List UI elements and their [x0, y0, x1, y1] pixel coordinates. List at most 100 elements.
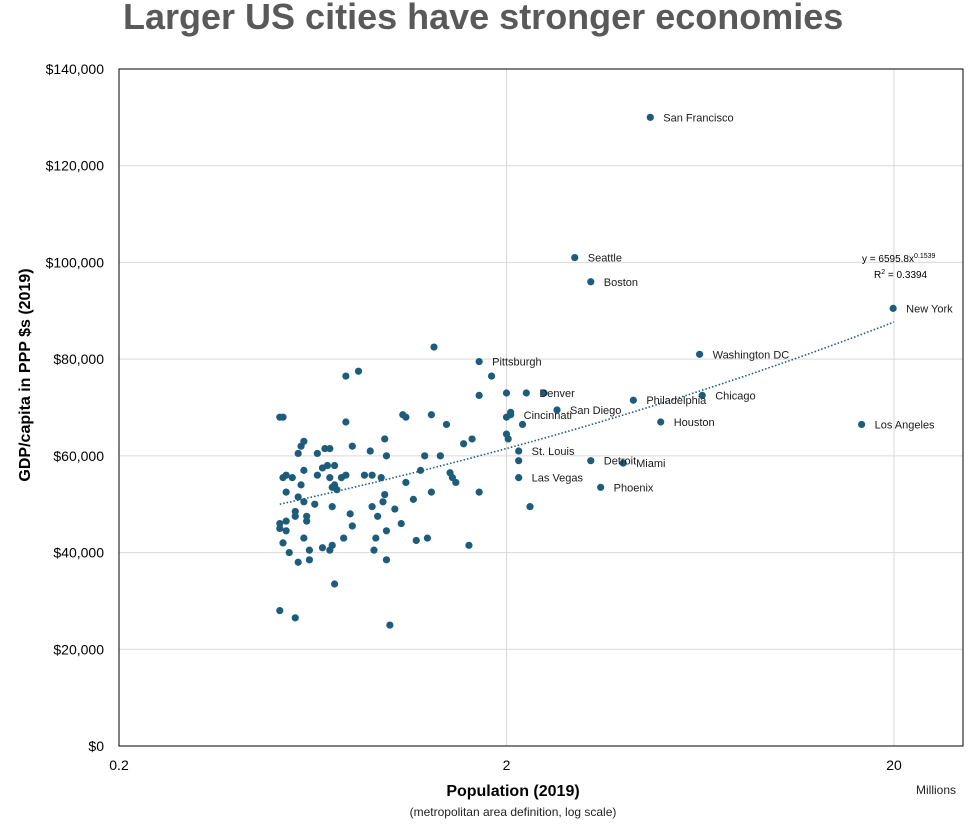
data-point: [291, 512, 299, 520]
data-point: [279, 539, 287, 547]
data-point: [294, 558, 302, 566]
data-point: [328, 541, 336, 549]
data-point-labeled: [698, 391, 706, 400]
trendline-equation-base: y = 6595.8x: [862, 254, 914, 265]
data-point: [540, 389, 548, 397]
data-point: [381, 435, 389, 443]
plot-area: [118, 68, 964, 747]
data-point: [368, 503, 376, 511]
x-axis-units: Millions: [916, 783, 956, 797]
data-point: [397, 519, 405, 528]
chart-title: Larger US cities have stronger economies: [123, 0, 844, 37]
data-point: [360, 471, 369, 479]
data-point: [313, 449, 321, 458]
data-point: [402, 413, 410, 421]
city-label: San Diego: [570, 405, 621, 417]
city-label: Pittsburgh: [492, 357, 542, 369]
data-point-labeled: [597, 483, 605, 491]
city-label: Los Angeles: [875, 419, 935, 431]
city-label: Cincinnati: [524, 410, 572, 422]
city-label: Phoenix: [614, 482, 654, 494]
data-point-labeled: [629, 396, 637, 404]
data-point: [288, 474, 296, 482]
data-point: [421, 452, 429, 460]
y-tick-label: $100,000: [46, 254, 105, 270]
r-squared-r: R: [874, 270, 881, 281]
data-point: [282, 527, 290, 535]
data-point: [294, 493, 302, 501]
x-axis-subtitle: (metropolitan area definition, log scale…: [410, 805, 617, 819]
x-axis-title: Population (2019): [446, 783, 579, 800]
y-tick-label: $120,000: [46, 158, 105, 174]
data-point: [382, 527, 391, 535]
r-squared-sup: 2: [881, 269, 885, 276]
data-point: [366, 447, 374, 455]
data-points: [276, 113, 897, 629]
data-point: [348, 522, 356, 530]
y-tick-label: $40,000: [53, 545, 104, 561]
data-point: [487, 372, 496, 380]
city-label: Miami: [636, 458, 665, 470]
data-point: [285, 548, 293, 557]
data-point: [427, 488, 435, 496]
data-point: [370, 546, 378, 554]
data-point: [515, 457, 523, 465]
data-point: [460, 440, 468, 448]
city-label: Detroit: [604, 456, 636, 468]
data-point: [282, 517, 290, 525]
data-point: [504, 435, 512, 443]
city-labels: San Francisco Seattle Boston New York Washin…: [492, 112, 953, 494]
data-point-labeled: [619, 459, 627, 467]
data-point: [412, 536, 420, 545]
data-point-labeled: [646, 113, 654, 121]
data-point: [423, 534, 432, 542]
data-point: [346, 510, 354, 518]
data-point-labeled: [515, 474, 523, 482]
data-point: [276, 524, 284, 532]
data-point-labeled: [475, 357, 483, 366]
data-point-labeled: [587, 457, 595, 465]
data-point: [409, 495, 417, 503]
y-axis-ticks: $0 $20,000 $40,000 $60,000 $80,000 $100,000 $1…: [46, 61, 105, 754]
data-point-labeled: [695, 350, 704, 358]
data-point: [326, 445, 334, 453]
data-point: [475, 391, 483, 400]
city-label: Las Vegas: [532, 473, 584, 485]
data-point: [294, 449, 302, 458]
data-point: [442, 420, 451, 429]
data-point: [311, 500, 319, 508]
data-point: [452, 478, 460, 487]
data-point: [374, 512, 382, 520]
data-point-labeled: [515, 447, 523, 455]
data-point: [305, 556, 314, 564]
data-point: [282, 488, 290, 496]
data-point: [340, 534, 348, 542]
city-label: Seattle: [588, 253, 622, 265]
data-point-labeled: [571, 253, 579, 262]
data-point: [372, 534, 380, 542]
city-label: San Francisco: [663, 112, 733, 124]
data-point: [291, 614, 299, 622]
data-point-labeled: [507, 411, 515, 419]
data-point-labeled: [587, 278, 595, 286]
city-label: Boston: [604, 277, 638, 289]
gridlines: [119, 69, 963, 746]
data-point: [330, 580, 339, 588]
city-label: Denver: [539, 388, 575, 400]
data-point: [502, 389, 511, 397]
data-point: [427, 411, 435, 419]
data-point: [377, 474, 385, 482]
data-point: [305, 546, 314, 554]
data-point: [303, 512, 311, 520]
data-point-labeled: [657, 418, 665, 426]
data-point: [276, 607, 284, 615]
data-point: [368, 471, 376, 479]
y-tick-label: $80,000: [53, 351, 104, 367]
data-point: [313, 471, 321, 479]
data-point: [468, 435, 476, 443]
y-tick-label: $20,000: [53, 641, 104, 657]
city-label: Chicago: [715, 390, 755, 402]
data-point: [300, 466, 308, 474]
data-point: [382, 452, 391, 460]
trendline-r-squared: R2 = 0.3394: [874, 269, 928, 281]
